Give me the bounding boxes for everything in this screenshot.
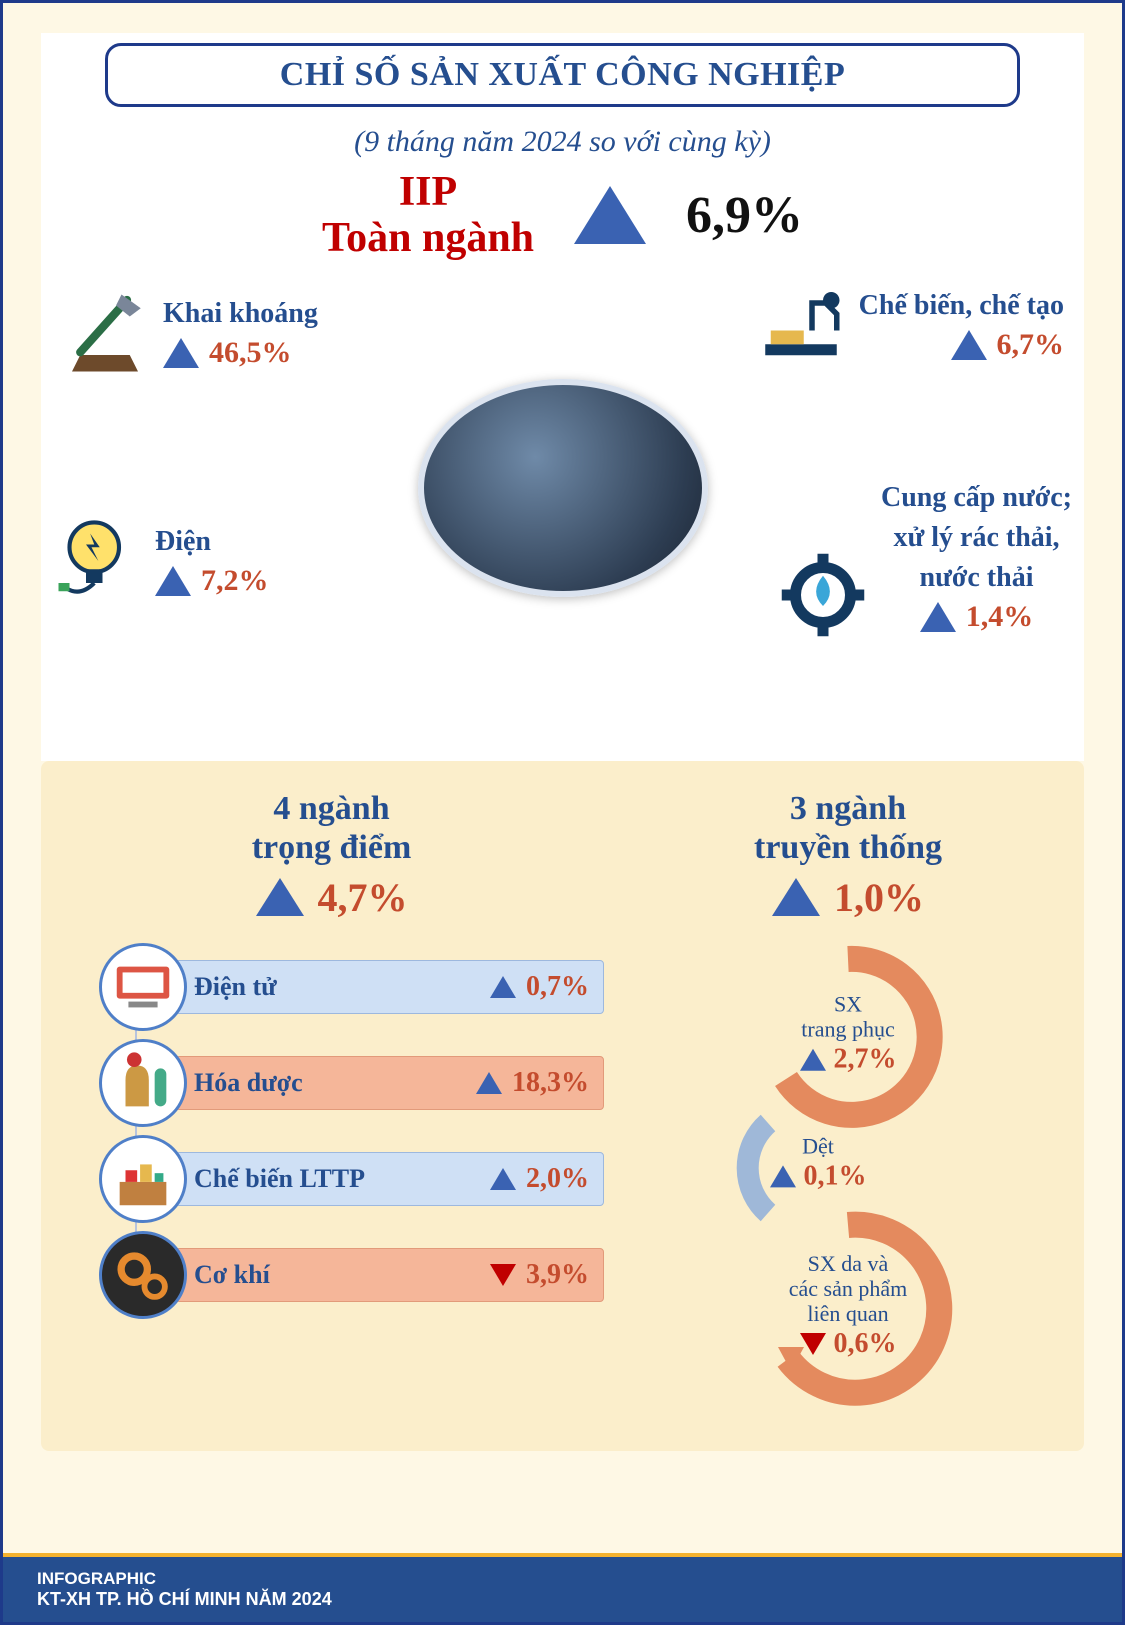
triangle-up-icon xyxy=(772,878,820,916)
ring-label-l2: trang phục xyxy=(783,1017,913,1042)
sector-mining: Khai khoáng 46,5% xyxy=(61,289,318,377)
ring-label-l1: SX xyxy=(783,991,913,1016)
bar-value: 2,0% xyxy=(526,1163,589,1195)
triangle-up-icon xyxy=(574,186,646,244)
ring-label-l1: SX da và xyxy=(773,1251,923,1276)
triangle-up-icon xyxy=(155,566,191,596)
sector-manufacturing-value: 6,7% xyxy=(997,328,1065,362)
bar-value: 18,3% xyxy=(512,1067,589,1099)
center-photo-placeholder xyxy=(418,379,708,597)
ring-value: 0,1% xyxy=(804,1160,867,1192)
mechanical-icon xyxy=(99,1231,187,1319)
ring-label-l3: liên quan xyxy=(773,1301,923,1326)
food-icon xyxy=(99,1135,187,1223)
trad-group-value: 1,0% xyxy=(834,874,924,921)
sector-water-label-l1: Cung cấp nước; xyxy=(881,481,1072,515)
ring-leather: SX da và các sản phẩm liên quan 0,6% xyxy=(738,1201,958,1411)
triangle-up-icon xyxy=(490,1168,516,1190)
sector-water-label-l3: nước thải xyxy=(920,561,1034,595)
pharma-icon xyxy=(99,1039,187,1127)
sector-manufacturing: Chế biến, chế tạo 6,7% xyxy=(757,281,1064,369)
sector-electricity: Điện 7,2% xyxy=(53,517,269,605)
sector-mining-value: 46,5% xyxy=(209,336,292,370)
bar-label: Cơ khí xyxy=(194,1260,480,1290)
sector-mining-label: Khai khoáng xyxy=(163,297,318,331)
sector-grid: Khai khoáng 46,5% Chế biến, chế tạo 6,7% xyxy=(43,281,1082,711)
bar-value: 0,7% xyxy=(526,971,589,1003)
ring-apparel: SX trang phục 2,7% xyxy=(738,939,958,1129)
traditional-industries-column: 3 ngành truyền thống 1,0% SX trang ph xyxy=(630,789,1066,1410)
ring-label-l1: Dệt xyxy=(763,1133,873,1158)
triangle-up-icon xyxy=(490,976,516,998)
lightbulb-icon xyxy=(53,517,141,605)
subtitle: (9 tháng năm 2024 so với cùng kỳ) xyxy=(43,125,1082,159)
triangle-up-icon xyxy=(920,602,956,632)
sector-manufacturing-label: Chế biến, chế tạo xyxy=(859,289,1064,323)
headline-line2: Toàn ngành xyxy=(322,215,534,261)
sector-electricity-value: 7,2% xyxy=(201,564,269,598)
bar-label: Điện tử xyxy=(194,972,480,1002)
footer-line1: INFOGRAPHIC xyxy=(37,1569,1088,1589)
triangle-down-icon xyxy=(490,1264,516,1286)
bar-row-mechanical: Cơ khí 3,9% xyxy=(99,1227,604,1323)
triangle-up-icon xyxy=(951,330,987,360)
title-bar: CHỈ SỐ SẢN XUẤT CÔNG NGHIỆP xyxy=(105,43,1019,107)
bar-label: Chế biến LTTP xyxy=(194,1164,480,1194)
ring-value: 0,6% xyxy=(834,1329,897,1361)
triangle-down-icon xyxy=(800,1334,826,1356)
footer: INFOGRAPHIC KT-XH TP. HỒ CHÍ MINH NĂM 20… xyxy=(3,1553,1122,1622)
sector-water-value: 1,4% xyxy=(966,600,1034,634)
headline-line1: IIP xyxy=(322,169,534,215)
triangle-up-icon xyxy=(163,338,199,368)
water-gear-icon xyxy=(779,551,867,639)
triangle-up-icon xyxy=(770,1165,796,1187)
triangle-up-icon xyxy=(800,1049,826,1071)
headline-row: IIP Toàn ngành 6,9% xyxy=(43,169,1082,261)
bars-list: Điện tử 0,7% Hóa dược 18,3% xyxy=(59,939,604,1323)
lower-panel: 4 ngành trọng điểm 4,7% Điện tử 0,7% xyxy=(41,761,1084,1450)
headline-value: 6,9% xyxy=(686,186,803,245)
bar-row-electronics: Điện tử 0,7% xyxy=(99,939,604,1035)
ring-value: 2,7% xyxy=(834,1044,897,1076)
sector-water: Cung cấp nước; xử lý rác thải, nước thải… xyxy=(779,481,1072,639)
key-group-value: 4,7% xyxy=(318,874,408,921)
headline-label: IIP Toàn ngành xyxy=(322,169,534,261)
key-title-l2: trọng điểm xyxy=(59,828,604,867)
triangle-up-icon xyxy=(476,1072,502,1094)
page-title: CHỈ SỐ SẢN XUẤT CÔNG NGHIỆP xyxy=(148,56,976,94)
rings-list: SX trang phục 2,7% Dệt xyxy=(630,939,1066,1411)
sector-water-label-l2: xử lý rác thải, xyxy=(893,521,1059,555)
trad-title-l2: truyền thống xyxy=(630,828,1066,867)
key-industries-column: 4 ngành trọng điểm 4,7% Điện tử 0,7% xyxy=(59,789,604,1410)
electronics-icon xyxy=(99,943,187,1031)
sector-electricity-label: Điện xyxy=(155,525,269,559)
ring-label-l2: các sản phẩm xyxy=(773,1276,923,1301)
mining-icon xyxy=(61,289,149,377)
bar-label: Hóa dược xyxy=(194,1068,466,1098)
bar-value: 3,9% xyxy=(526,1259,589,1291)
footer-line2: KT-XH TP. HỒ CHÍ MINH NĂM 2024 xyxy=(37,1589,1088,1610)
triangle-up-icon xyxy=(256,878,304,916)
trad-title-l1: 3 ngành xyxy=(630,789,1066,828)
factory-robot-icon xyxy=(757,281,845,369)
key-title-l1: 4 ngành xyxy=(59,789,604,828)
bar-row-pharma: Hóa dược 18,3% xyxy=(99,1035,604,1131)
bar-row-food: Chế biến LTTP 2,0% xyxy=(99,1131,604,1227)
